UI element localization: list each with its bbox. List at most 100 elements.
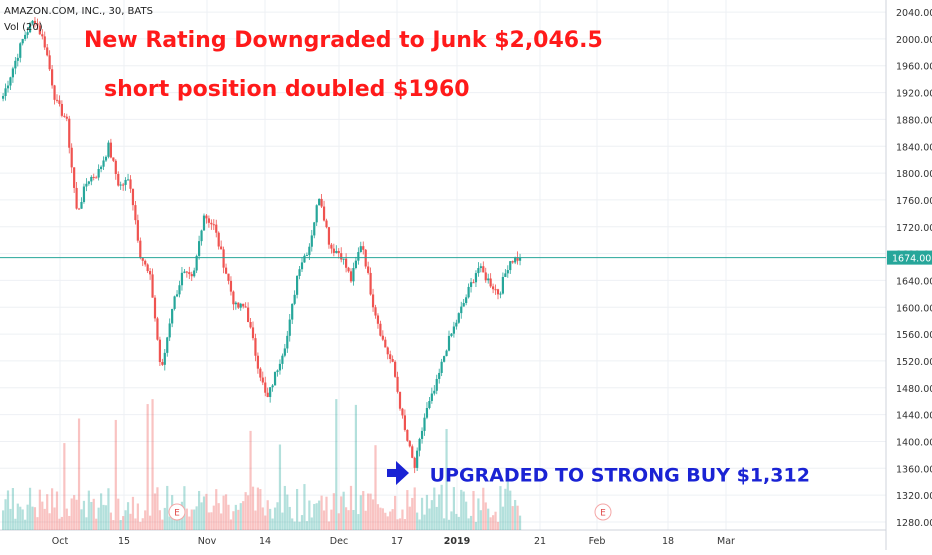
candle-body bbox=[303, 255, 306, 263]
candle-body bbox=[423, 417, 426, 431]
volume-bar bbox=[112, 520, 115, 530]
volume-bar bbox=[104, 505, 108, 530]
candle-body bbox=[220, 246, 223, 250]
volume-bar bbox=[281, 512, 284, 530]
candle-body bbox=[286, 335, 289, 349]
volume-bar bbox=[308, 500, 311, 530]
candle-body bbox=[465, 297, 468, 303]
candle-body bbox=[496, 289, 500, 295]
volume-indicator-label[interactable]: Vol (20) bbox=[4, 22, 43, 33]
candle-body bbox=[146, 264, 149, 272]
volume-bar bbox=[178, 512, 181, 530]
volume-bar bbox=[381, 508, 384, 530]
volume-bar bbox=[198, 490, 201, 530]
x-tick-label: Nov bbox=[198, 536, 217, 547]
x-tick-label: 15 bbox=[118, 536, 130, 547]
volume-bar bbox=[315, 503, 318, 530]
candle-body bbox=[379, 323, 382, 336]
x-tick-label: Dec bbox=[330, 536, 348, 547]
volume-bar bbox=[11, 488, 14, 530]
symbol-title: AMAZON.COM, INC., 30, BATS bbox=[4, 6, 153, 17]
candle-body bbox=[259, 368, 262, 378]
candle-body bbox=[264, 382, 267, 393]
candle-body bbox=[273, 372, 277, 386]
candle-body bbox=[28, 23, 32, 33]
candle-body bbox=[190, 274, 193, 277]
x-tick-label: 17 bbox=[391, 536, 403, 547]
volume-bar bbox=[259, 489, 262, 530]
right-arrow-icon bbox=[385, 459, 411, 492]
candle-body bbox=[271, 385, 274, 388]
volume-bar bbox=[95, 518, 98, 530]
candle-body bbox=[131, 188, 135, 206]
volume-bar bbox=[472, 490, 475, 530]
candle-body bbox=[479, 266, 482, 269]
volume-bar bbox=[408, 506, 411, 530]
candle-body bbox=[411, 446, 414, 458]
candle-body bbox=[425, 407, 429, 418]
candle-body bbox=[445, 350, 448, 357]
candle-body bbox=[158, 339, 161, 363]
candle-body bbox=[420, 430, 424, 439]
candle-body bbox=[232, 291, 235, 305]
volume-bar bbox=[354, 404, 357, 530]
candle-body bbox=[215, 224, 218, 233]
volume-bar bbox=[188, 516, 191, 530]
volume-bar bbox=[335, 399, 338, 530]
candle-body bbox=[92, 176, 95, 178]
volume-bar bbox=[100, 493, 103, 530]
candle-body bbox=[300, 262, 304, 270]
volume-bar bbox=[364, 510, 367, 530]
volume-bar bbox=[75, 499, 78, 530]
candle-body bbox=[266, 392, 269, 397]
candle-body bbox=[349, 271, 353, 282]
volume-bar bbox=[447, 519, 451, 530]
volume-bar bbox=[340, 496, 343, 530]
volume-bar bbox=[435, 506, 438, 530]
candle-body bbox=[163, 352, 166, 365]
candle-body bbox=[345, 258, 348, 268]
candle-body bbox=[77, 208, 81, 210]
candle-body bbox=[516, 257, 519, 261]
volume-bar bbox=[496, 521, 500, 530]
volume-bar bbox=[158, 510, 161, 530]
volume-bar bbox=[185, 508, 188, 530]
volume-bar bbox=[139, 521, 142, 530]
x-tick-label: 2019 bbox=[444, 536, 470, 547]
candle-body bbox=[408, 440, 411, 447]
volume-bar bbox=[450, 511, 453, 530]
volume-bar bbox=[173, 512, 176, 530]
volume-bar bbox=[2, 510, 5, 530]
volume-bar bbox=[467, 518, 470, 530]
volume-bar bbox=[117, 498, 120, 530]
volume-bar bbox=[131, 496, 135, 530]
candle-body bbox=[82, 186, 86, 202]
candle-body bbox=[327, 227, 331, 245]
volume-bar bbox=[31, 506, 34, 530]
volume-bar bbox=[149, 515, 152, 530]
candle-body bbox=[178, 285, 181, 295]
volume-bar bbox=[443, 518, 446, 530]
volume-bar bbox=[146, 404, 149, 530]
volume-bar bbox=[80, 509, 83, 530]
candle-body bbox=[168, 323, 171, 338]
volume-bar bbox=[163, 507, 166, 530]
candle-body bbox=[320, 198, 323, 207]
volume-bar bbox=[4, 499, 7, 530]
candle-body bbox=[237, 302, 240, 308]
volume-bar bbox=[518, 515, 522, 530]
volume-bar bbox=[21, 509, 24, 530]
candle-body bbox=[139, 240, 142, 258]
volume-bar bbox=[357, 514, 360, 530]
candle-body bbox=[340, 253, 343, 260]
volume-bar bbox=[124, 510, 127, 530]
candle-body bbox=[362, 246, 365, 250]
volume-bar bbox=[384, 512, 387, 530]
volume-bar bbox=[153, 493, 157, 530]
volume-bar bbox=[283, 485, 286, 530]
volume-bar bbox=[92, 498, 95, 530]
y-tick-label: 1600.00 bbox=[896, 303, 932, 314]
volume-bar bbox=[379, 507, 382, 530]
